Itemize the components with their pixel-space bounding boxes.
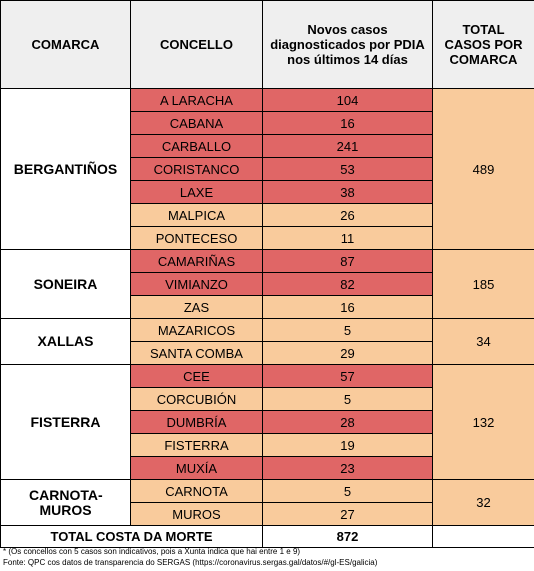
comarca-total-cell: 489 [432,88,534,250]
concello-cell: PONTECESO [130,226,263,250]
concello-cell: LAXE [130,180,263,204]
cases-cell: 23 [262,456,433,480]
comarca-cell: BERGANTIÑOS [0,88,131,250]
cases-cell: 87 [262,249,433,273]
comarca-cell: XALLAS [0,318,131,365]
concello-cell: CARNOTA [130,479,263,503]
table-row: CARBALLO 241 [1,134,534,158]
cases-cell: 27 [262,502,433,526]
grand-total-value: 872 [262,525,433,548]
cases-cell: 16 [262,295,433,319]
table-row: FISTERRA CEE 57 132 [0,364,534,480]
concello-cell: CARBALLO [130,134,263,158]
concello-cell: MUXÍA [130,456,263,480]
header-concello: CONCELLO [130,0,263,89]
table-row: LAXE 38 [1,180,534,204]
grand-total-empty [432,525,534,548]
covid-cases-table: COMARCA CONCELLO Novos casos diagnostica… [0,0,534,548]
concello-cell: ZAS [130,295,263,319]
concello-cell: MALPICA [130,203,263,227]
table-row: CARNOTA-MUROS CARNOTA 5 32 [0,479,534,526]
cases-cell: 5 [262,318,433,342]
table-row: MUXÍA 23 [1,456,534,480]
table-row: MALPICA 26 [1,203,534,227]
concello-cell: VIMIANZO [130,272,263,296]
cases-cell: 26 [262,203,433,227]
concello-cell: CORCUBIÓN [130,387,263,411]
cases-cell: 5 [262,387,433,411]
table-row: VIMIANZO 82 [1,272,534,296]
comarca-cell: CARNOTA-MUROS [0,479,131,526]
concello-cell: MAZARICOS [130,318,263,342]
cases-cell: 11 [262,226,433,250]
table-row: MUROS 27 [1,502,534,526]
header-total: TOTAL CASOS POR COMARCA [432,0,534,89]
header-comarca: COMARCA [0,0,131,89]
concello-cell: CAMARIÑAS [130,249,263,273]
concello-cell: A LARACHA [130,88,263,112]
comarca-total-cell: 34 [432,318,534,365]
table-row: PONTECESO 11 [1,226,534,250]
comarca-total-cell: 132 [432,364,534,480]
comarca-total-cell: 32 [432,479,534,526]
table-body: BERGANTIÑOS A LARACHA 104 489 CABANA 16 CARBAL… [0,88,534,526]
cases-cell: 53 [262,157,433,181]
concello-cell: FISTERRA [130,433,263,457]
cases-cell: 16 [262,111,433,135]
concello-cell: MUROS [130,502,263,526]
cases-cell: 104 [262,88,433,112]
comarca-cell: FISTERRA [0,364,131,480]
cases-cell: 57 [262,364,433,388]
cases-cell: 241 [262,134,433,158]
table-row: SONEIRA CAMARIÑAS 87 185 [0,249,534,319]
header-cases: Novos casos diagnosticados por PDIA nos … [262,0,433,89]
header-cases-label: Novos casos diagnosticados por PDIA nos … [270,22,425,67]
comarca-cell: SONEIRA [0,249,131,319]
cases-cell: 19 [262,433,433,457]
footnotes: * (Os concellos con 5 casos son indicati… [3,546,377,568]
header-total-label: TOTAL CASOS POR COMARCA [444,22,523,67]
table-row: ZAS 16 [1,295,534,319]
concello-cell: SANTA COMBA [130,341,263,365]
concello-cell: CEE [130,364,263,388]
header-row: COMARCA CONCELLO Novos casos diagnostica… [0,0,534,89]
cases-cell: 5 [262,479,433,503]
cases-cell: 82 [262,272,433,296]
concello-cell: DUMBRÍA [130,410,263,434]
cases-cell: 29 [262,341,433,365]
concello-cell: CORISTANCO [130,157,263,181]
concello-cell: CABANA [130,111,263,135]
footnote-source: Fonte: QPC cos datos de transparencia do… [3,558,378,567]
cases-cell: 38 [262,180,433,204]
table-row: DUMBRÍA 28 [1,410,534,434]
footnote-indicative: * (Os concellos con 5 casos son indicati… [3,547,301,556]
comarca-total-cell: 185 [432,249,534,319]
grand-total-row: TOTAL COSTA DA MORTE 872 [0,525,534,548]
grand-total-label: TOTAL COSTA DA MORTE [0,525,263,548]
cases-cell: 28 [262,410,433,434]
table-row: CORCUBIÓN 5 [1,387,534,411]
table-row: XALLAS MAZARICOS 5 34 [0,318,534,365]
table-row: SANTA COMBA 29 [1,341,534,365]
table-row: BERGANTIÑOS A LARACHA 104 489 [0,88,534,250]
